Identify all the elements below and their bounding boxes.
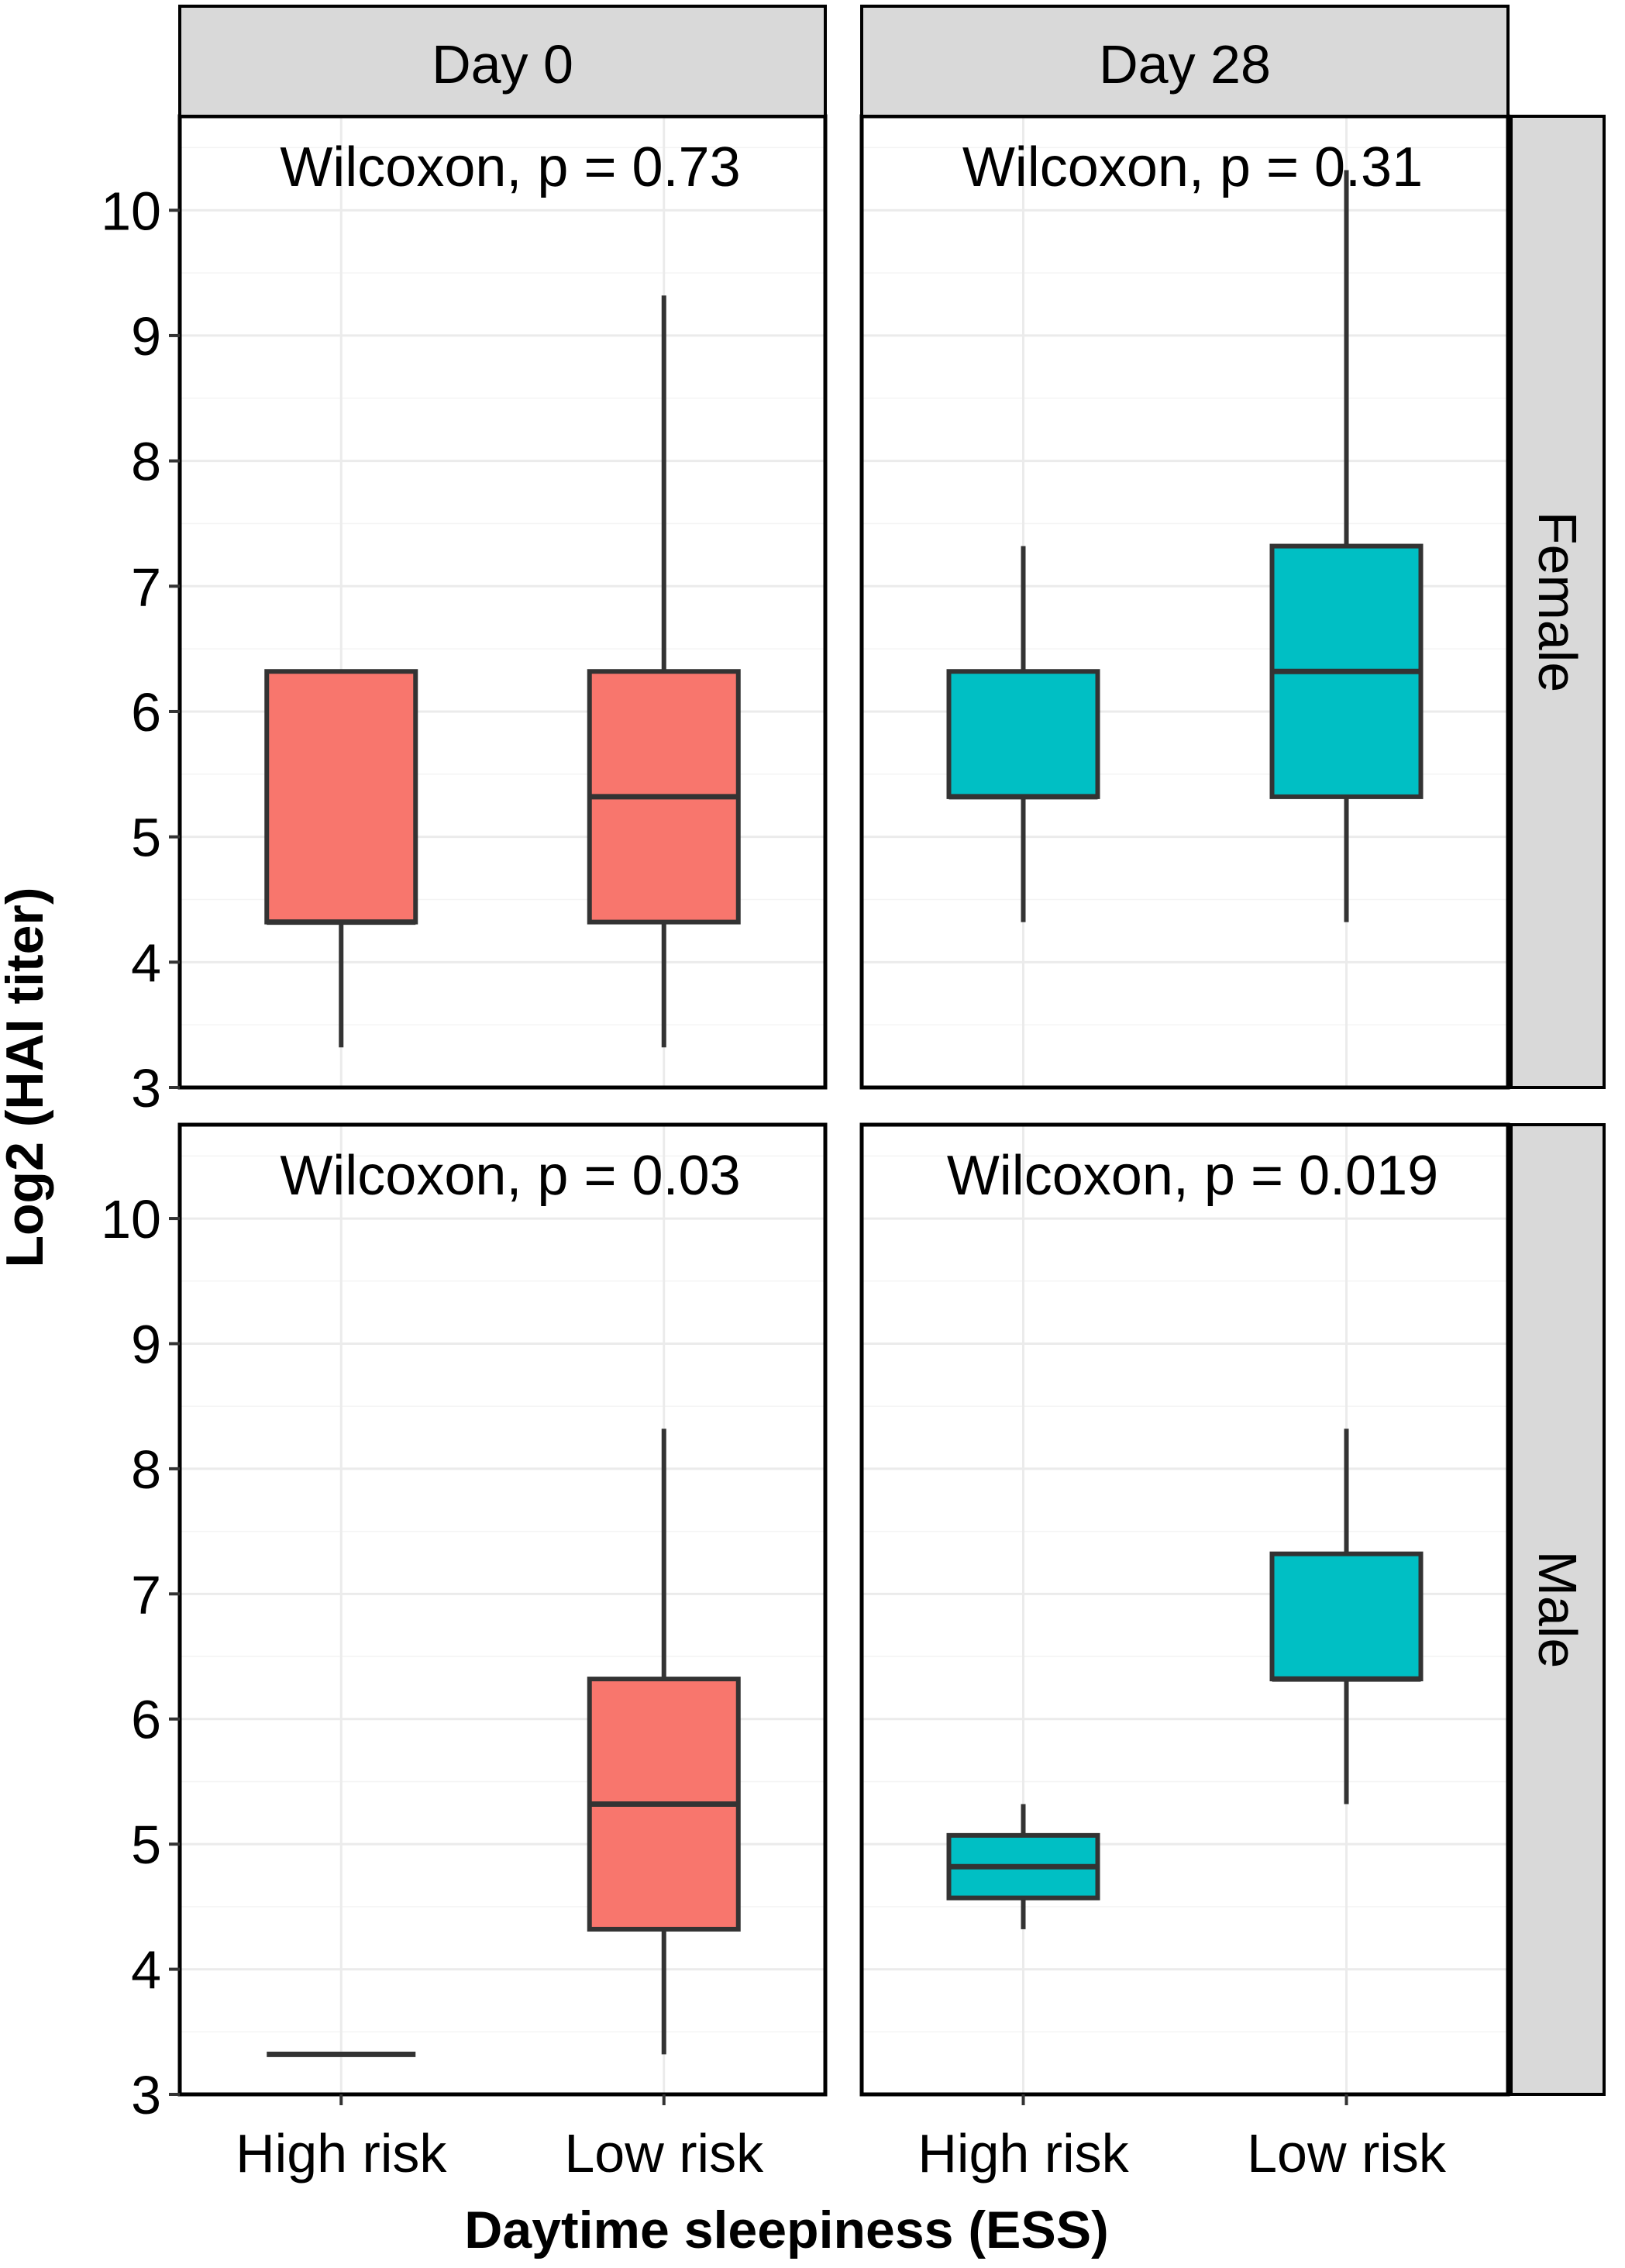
x-tick-label: Low risk: [1247, 2123, 1447, 2184]
wilcoxon-annotation: Wilcoxon, p = 0.019: [947, 1145, 1438, 1207]
y-tick-label: 3: [131, 1058, 161, 1118]
strip-day-28: Day 28: [860, 5, 1510, 118]
y-tick-label: 7: [131, 1564, 161, 1625]
y-axis-title: Log2 (HAI titer): [0, 887, 54, 1267]
y-tick-label: 7: [131, 557, 161, 617]
x-axis-title: Daytime sleepiness (ESS): [464, 2201, 1108, 2259]
y-tick-label: 4: [131, 1940, 161, 2001]
y-tick-label: 10: [101, 181, 161, 241]
y-tick-label: 6: [131, 682, 161, 743]
strip-day-0: Day 0: [178, 5, 827, 118]
y-tick-label: 3: [131, 2065, 161, 2125]
strip-label: Day 0: [432, 34, 573, 95]
box-low-risk: [587, 295, 741, 1048]
y-tick-label: 6: [131, 1690, 161, 1750]
x-axis-day-28: High risk Low risk: [918, 2094, 1447, 2184]
panel-day-0-female: Wilcoxon, p = 0.73: [177, 114, 828, 1090]
box-high-risk: [946, 546, 1100, 922]
strip-label: Female: [1527, 512, 1588, 692]
panel-day-28-male: Wilcoxon, p = 0.019: [859, 1122, 1510, 2097]
y-axis-female: 3 4 5 6 7 8 9 10: [101, 181, 180, 1118]
box-body: [946, 669, 1100, 799]
panel-background: [180, 116, 825, 1087]
box-low-risk: [1269, 170, 1424, 922]
strip-background: [178, 5, 827, 118]
x-axis-day-0: High risk Low risk: [236, 2094, 764, 2184]
box-body: [264, 669, 418, 925]
y-tick-label: 8: [131, 1439, 161, 1500]
y-tick-label: 8: [131, 432, 161, 492]
wilcoxon-annotation: Wilcoxon, p = 0.31: [962, 136, 1423, 198]
y-tick-label: 4: [131, 932, 161, 993]
box-low-risk: [587, 1429, 741, 2055]
strip-background: [1510, 1123, 1606, 2096]
y-tick-label: 5: [131, 808, 161, 868]
strip-female: Female: [1510, 115, 1606, 1089]
strip-label: Male: [1527, 1551, 1588, 1669]
panel-day-0-male: Wilcoxon, p = 0.03: [177, 1122, 828, 2097]
y-tick-label: 10: [101, 1189, 161, 1249]
strip-label: Day 28: [1099, 34, 1271, 95]
panel-day-28-female: Wilcoxon, p = 0.31: [859, 114, 1510, 1090]
box-high-risk: [946, 1804, 1100, 1929]
strip-background: [1510, 115, 1606, 1089]
strip-background: [860, 5, 1510, 118]
wilcoxon-annotation: Wilcoxon, p = 0.73: [280, 136, 740, 198]
strips-layer: Day 0 Day 28 Female Male: [178, 5, 1606, 2096]
y-tick-label: 5: [131, 1815, 161, 1875]
x-tick-label: Low risk: [564, 2123, 764, 2184]
box-body: [1269, 1551, 1424, 1682]
panels-layer: Wilcoxon, p = 0.73 Wilcoxon, p = 0.31 Wilc…: [177, 114, 1510, 2097]
box-low-risk: [1269, 1429, 1424, 1804]
panel-background: [180, 1125, 825, 2094]
wilcoxon-annotation: Wilcoxon, p = 0.03: [280, 1145, 740, 1207]
y-tick-label: 9: [131, 1314, 161, 1374]
x-tick-label: High risk: [236, 2123, 447, 2184]
panel-border: [177, 1122, 828, 2097]
y-tick-label: 9: [131, 306, 161, 367]
x-tick-label: High risk: [918, 2123, 1129, 2184]
y-axis-male: 3 4 5 6 7 8 9 10: [101, 1189, 180, 2125]
panel-border: [859, 1122, 1510, 2097]
strip-male: Male: [1510, 1123, 1606, 2096]
box-high-risk: [264, 669, 418, 1048]
